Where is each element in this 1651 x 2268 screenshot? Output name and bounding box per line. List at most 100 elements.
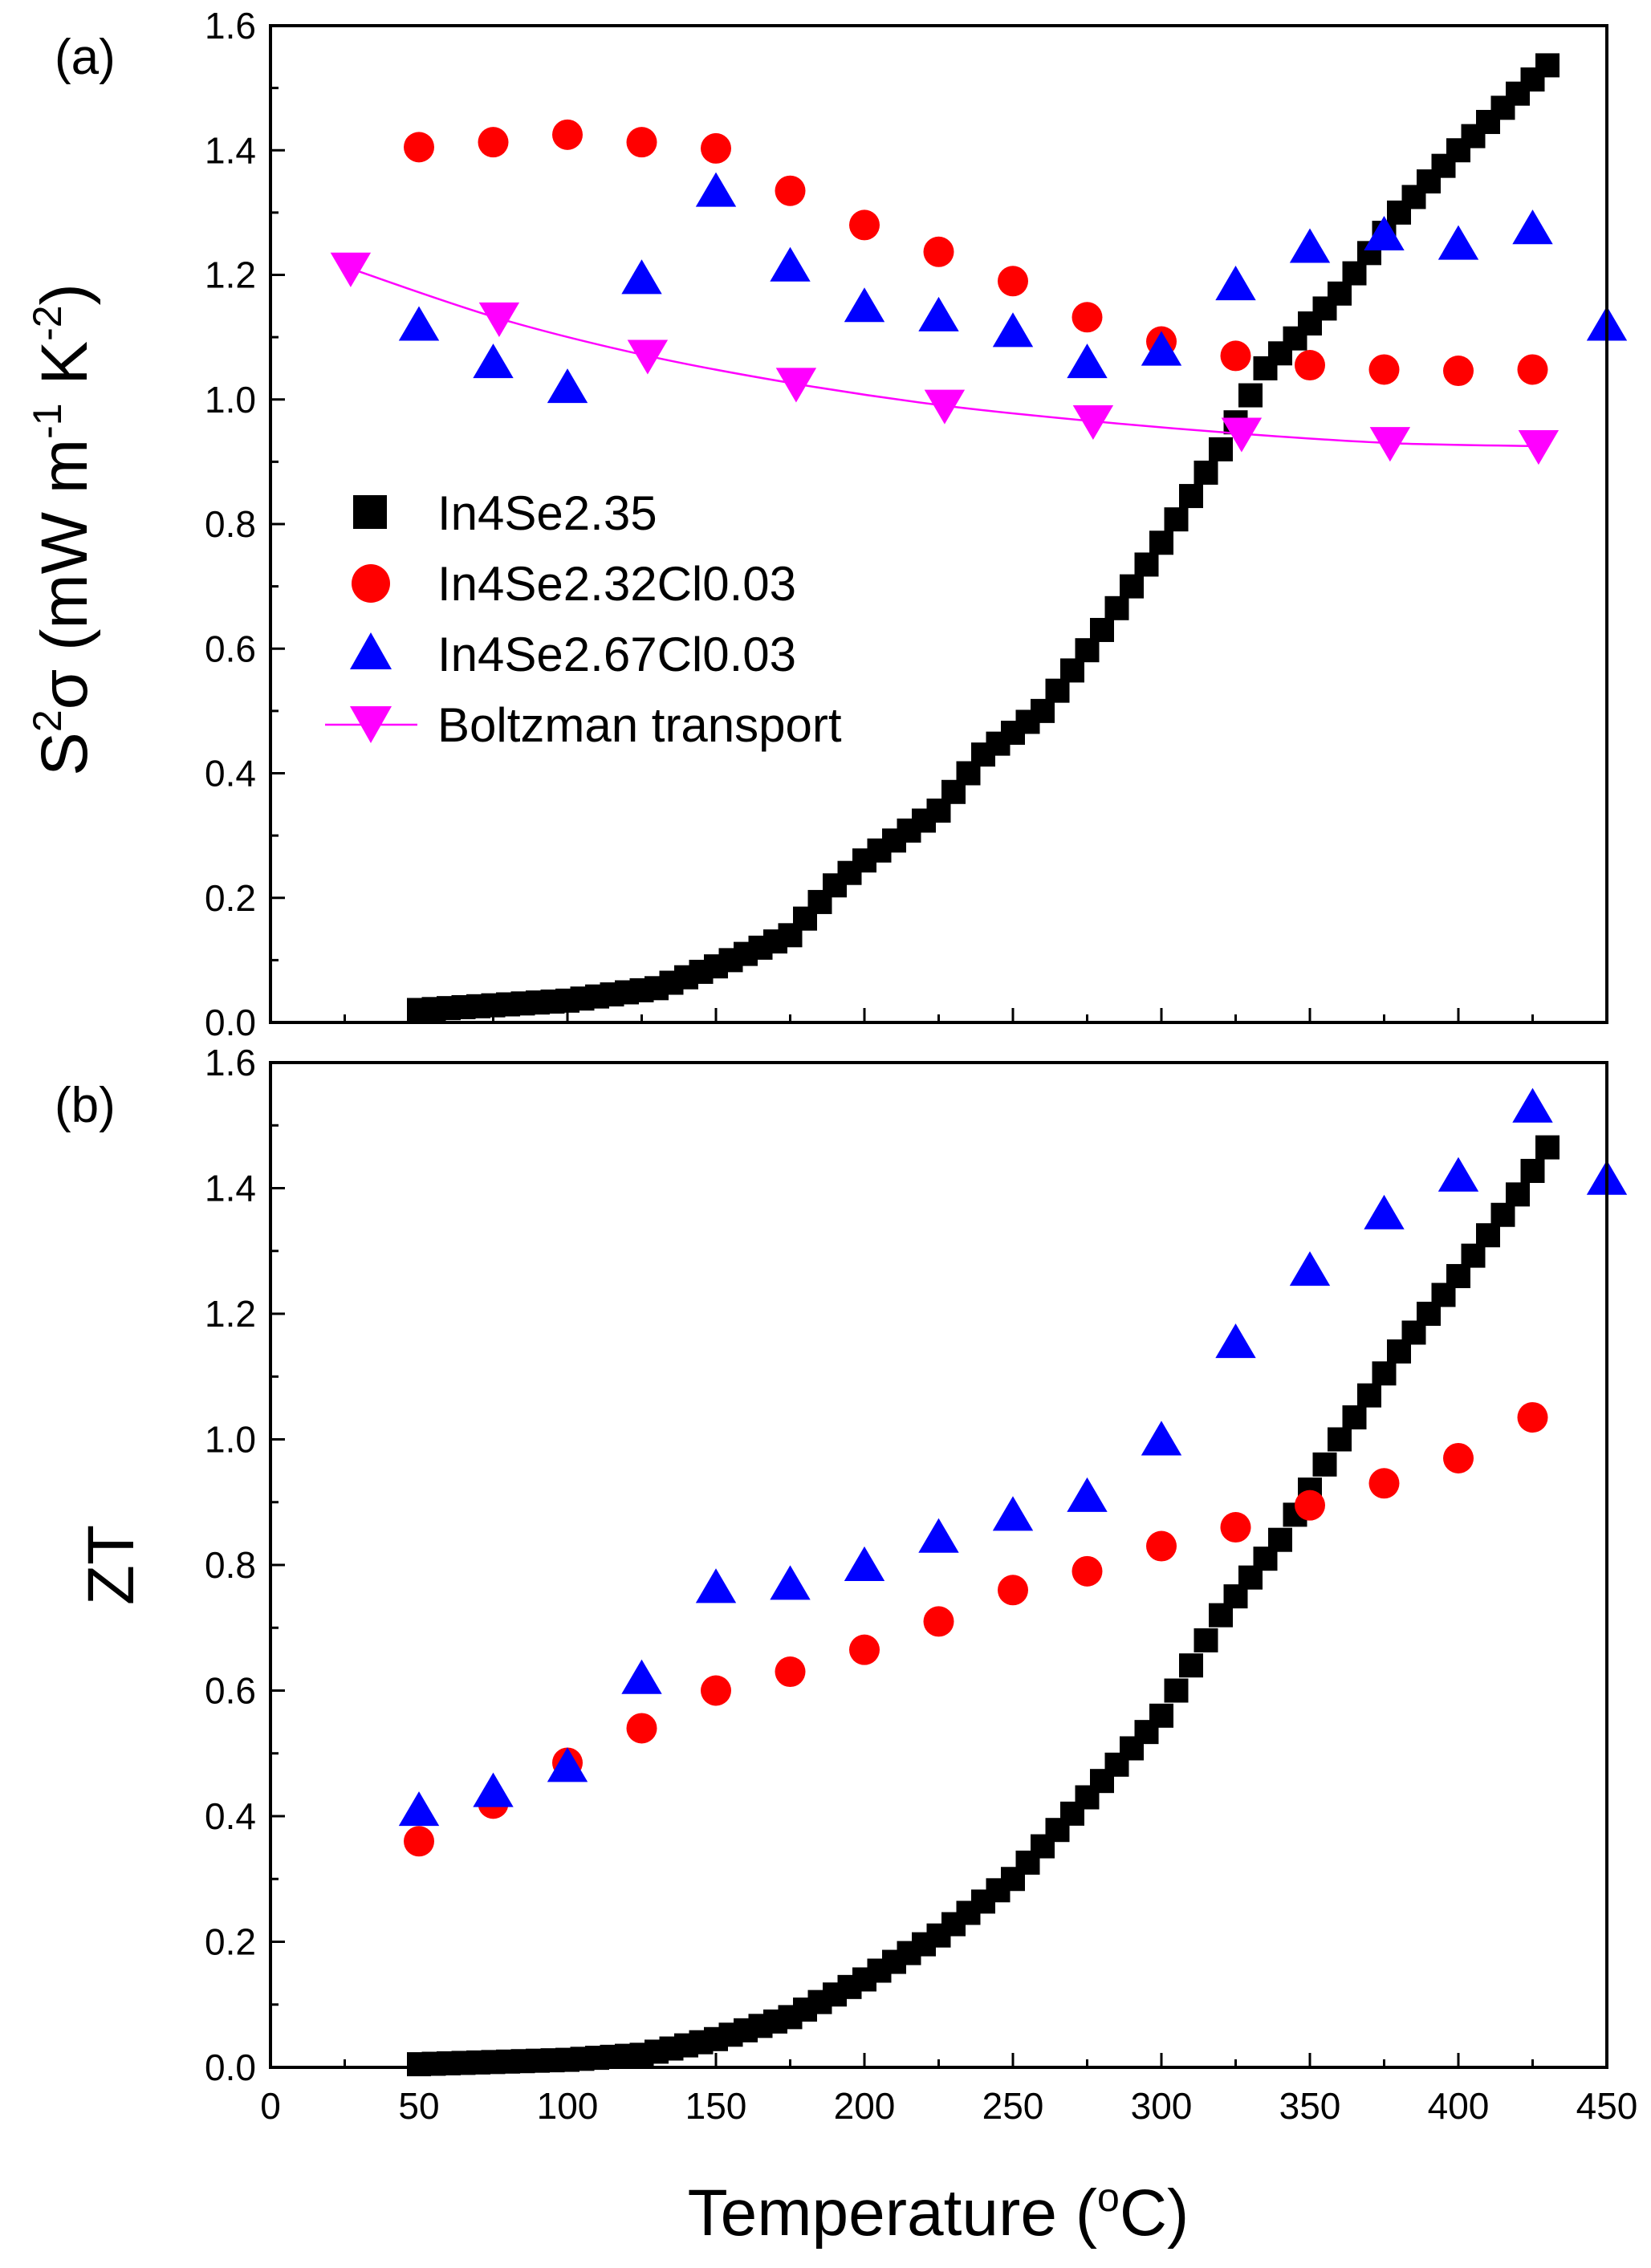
data-point: [1364, 215, 1405, 250]
data-point: [1357, 1383, 1381, 1408]
panel-b-data-marks: [398, 1087, 1628, 2077]
data-point: [1072, 302, 1103, 333]
x-tick-label: 450: [1576, 2085, 1638, 2127]
data-point: [923, 1606, 954, 1637]
y-tick-label: 0.2: [205, 1921, 256, 1963]
data-point: [1289, 1251, 1331, 1286]
data-point: [1520, 1158, 1545, 1183]
data-point: [1164, 1678, 1189, 1703]
ylabel-b: ZT: [75, 1525, 148, 1605]
data-point: [1220, 340, 1251, 372]
data-point: [1517, 354, 1548, 385]
x-tick-label: 400: [1428, 2085, 1490, 2127]
legend-label-series-3: Boltzman transport: [437, 698, 842, 752]
y-tick-label: 0.4: [205, 1795, 256, 1837]
data-point: [1535, 53, 1560, 78]
legend-marker-circle: [352, 564, 390, 603]
panel-b-y-axis-label: ZT: [75, 1525, 148, 1605]
data-point: [844, 287, 885, 323]
data-point: [1067, 1477, 1108, 1512]
data-point: [473, 1772, 514, 1807]
data-point: [473, 343, 514, 379]
y-tick-label: 0.0: [205, 1002, 256, 1043]
y-tick-label: 1.2: [205, 1293, 256, 1335]
data-point: [1141, 331, 1182, 366]
panel-b-x-ticks: 0 50 100 150 200 250 300 350 400 450: [260, 2053, 1637, 2127]
data-point: [1512, 209, 1553, 245]
legend-marker-triangle-down: [350, 706, 392, 743]
data-point: [1438, 225, 1479, 260]
data-point: [1120, 574, 1144, 599]
data-point: [1238, 383, 1263, 408]
y-tick-label: 1.4: [205, 1168, 256, 1209]
data-point: [1369, 427, 1411, 462]
svg-text:S2σ (mW m-1 K-2): S2σ (mW m-1 K-2): [25, 283, 101, 776]
data-point: [849, 1634, 880, 1665]
data-point: [1535, 1135, 1560, 1160]
data-point: [1342, 1405, 1367, 1430]
data-point: [1342, 261, 1367, 286]
data-point: [1141, 1421, 1182, 1456]
data-point: [1090, 617, 1114, 642]
data-point: [1506, 1182, 1530, 1207]
data-point: [924, 389, 966, 425]
y-tick-label: 1.0: [205, 379, 256, 421]
x-axis-label: Temperature (oC): [688, 2175, 1189, 2250]
legend-label-series-1: In4Se2.32Cl0.03: [437, 557, 796, 611]
data-point: [330, 252, 372, 287]
data-point: [398, 306, 440, 341]
ylabel-a-sigma: σ: [28, 669, 101, 710]
panel-b-label: (b): [55, 1078, 116, 1133]
data-point: [1031, 698, 1055, 723]
data-point: [775, 368, 817, 403]
data-point: [918, 1518, 959, 1553]
xlabel-sup: o: [1097, 2175, 1120, 2220]
x-tick-label: 50: [398, 2085, 439, 2127]
panel-a-y-ticks: 0.0 0.2 0.4 0.6 0.8 1.0 1.2 1.4 1.6: [205, 5, 285, 1043]
data-point: [1328, 281, 1352, 306]
ylabel-a-base: S: [28, 732, 101, 776]
data-point: [1312, 1452, 1337, 1477]
x-tick-label: 150: [685, 2085, 747, 2127]
data-point: [478, 302, 520, 337]
data-point: [547, 368, 588, 404]
y-tick-label: 0.4: [205, 753, 256, 795]
data-point: [404, 1826, 434, 1857]
data-point: [1149, 1703, 1173, 1728]
data-point: [1134, 552, 1159, 577]
series-In4Se2.67Cl0.03: [398, 172, 1628, 404]
data-point: [1072, 404, 1114, 441]
data-point: [998, 1575, 1028, 1606]
panel-a: 0.0 0.2 0.4 0.6 0.8 1.0 1.2 1.4 1.6 (a) S2σ (mW …: [25, 5, 1628, 1043]
y-tick-label: 0.8: [205, 1544, 256, 1586]
data-point: [1179, 484, 1203, 509]
legend-label-series-0: In4Se2.35: [437, 486, 657, 540]
data-point: [552, 119, 583, 150]
data-point: [1075, 638, 1100, 663]
data-point: [770, 246, 811, 282]
data-point: [1194, 460, 1218, 485]
panel-a-y-axis-label: S2σ (mW m-1 K-2): [25, 283, 101, 776]
data-point: [547, 1747, 588, 1782]
legend-marker-triangle-up: [350, 632, 392, 669]
data-point: [1512, 1087, 1553, 1123]
data-point: [1438, 1156, 1479, 1192]
x-tick-label: 300: [1131, 2085, 1193, 2127]
data-point: [1146, 1530, 1177, 1562]
data-point: [775, 175, 806, 206]
ylabel-a-exp1: 2: [25, 709, 70, 732]
x-tick-label: 250: [982, 2085, 1044, 2127]
data-point: [918, 296, 959, 331]
y-tick-label: 1.0: [205, 1419, 256, 1461]
data-point: [849, 209, 880, 241]
xlabel-text: Temperature (: [688, 2177, 1097, 2250]
y-tick-label: 0.2: [205, 877, 256, 919]
x-tick-label: 350: [1279, 2085, 1341, 2127]
data-point: [1060, 658, 1084, 683]
ylabel-a-exp2: -1: [25, 403, 70, 438]
data-point: [626, 127, 657, 158]
y-tick-label: 1.2: [205, 254, 256, 296]
series-Boltzman transport: [330, 252, 1560, 465]
data-point: [998, 266, 1028, 297]
